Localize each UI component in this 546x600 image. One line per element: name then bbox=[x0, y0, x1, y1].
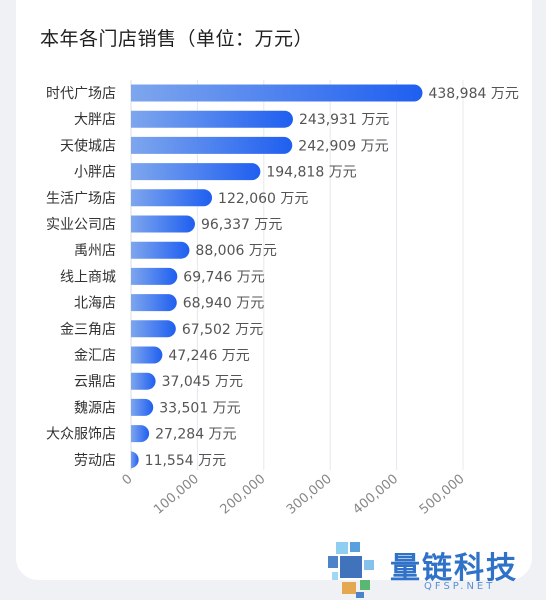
value-label: 242,909 万元 bbox=[298, 138, 388, 154]
bar bbox=[131, 294, 177, 312]
bar bbox=[131, 84, 423, 102]
category-label: 云鼎店 bbox=[74, 374, 116, 390]
bar bbox=[131, 241, 190, 259]
value-label: 243,931 万元 bbox=[299, 112, 389, 128]
value-label: 11,554 万元 bbox=[145, 453, 226, 469]
category-label: 北海店 bbox=[74, 296, 116, 312]
value-label: 438,984 万元 bbox=[428, 86, 518, 102]
bar bbox=[131, 163, 261, 181]
value-label: 122,060 万元 bbox=[218, 191, 308, 207]
category-label: 生活广场店 bbox=[46, 191, 116, 207]
category-label: 小胖店 bbox=[74, 165, 116, 181]
category-label: 大胖店 bbox=[74, 112, 116, 128]
logo-icon bbox=[328, 542, 374, 598]
value-label: 96,337 万元 bbox=[201, 217, 282, 233]
value-label: 37,045 万元 bbox=[162, 374, 243, 390]
category-label: 实业公司店 bbox=[46, 217, 116, 233]
value-label: 68,940 万元 bbox=[183, 296, 264, 312]
bar bbox=[131, 398, 154, 416]
category-label: 天使城店 bbox=[60, 137, 116, 154]
bar bbox=[131, 110, 293, 128]
bar bbox=[130, 451, 139, 469]
category-label: 魏源店 bbox=[74, 400, 116, 416]
value-label: 27,284 万元 bbox=[155, 427, 236, 443]
bar bbox=[131, 215, 195, 233]
x-tick-label: 200,000 bbox=[218, 472, 269, 518]
value-label: 88,006 万元 bbox=[195, 243, 276, 259]
category-label: 线上商城 bbox=[60, 269, 116, 285]
bar bbox=[131, 346, 163, 364]
bar bbox=[131, 372, 156, 390]
value-label: 33,501 万元 bbox=[159, 400, 240, 416]
bar bbox=[131, 267, 178, 285]
bar bbox=[131, 136, 293, 154]
category-label: 金三角店 bbox=[60, 322, 116, 338]
watermark-logo: 量链科技 QFSP.NET bbox=[326, 540, 546, 600]
value-label: 69,746 万元 bbox=[183, 269, 264, 285]
chart-title: 本年各门店销售（单位：万元） bbox=[40, 28, 314, 50]
watermark-domain: QFSP.NET bbox=[424, 581, 496, 592]
x-tick-label: 100,000 bbox=[151, 472, 202, 518]
bar bbox=[131, 320, 176, 338]
value-label: 194,818 万元 bbox=[266, 165, 356, 181]
category-label: 大众服饰店 bbox=[46, 427, 116, 443]
x-tick-label: 500,000 bbox=[417, 472, 468, 518]
category-label: 劳动店 bbox=[74, 453, 116, 469]
value-label: 67,502 万元 bbox=[182, 322, 263, 338]
category-label: 禹州店 bbox=[74, 243, 116, 259]
bar bbox=[131, 425, 150, 443]
x-tick-label: 400,000 bbox=[350, 472, 401, 518]
bar bbox=[131, 189, 213, 207]
x-tick-label: 0 bbox=[120, 472, 136, 489]
category-label: 金汇店 bbox=[74, 348, 116, 364]
watermark-name: 量链科技 bbox=[390, 551, 518, 586]
x-tick-label: 300,000 bbox=[284, 472, 335, 518]
value-label: 47,246 万元 bbox=[168, 348, 249, 364]
category-label: 时代广场店 bbox=[46, 86, 116, 102]
